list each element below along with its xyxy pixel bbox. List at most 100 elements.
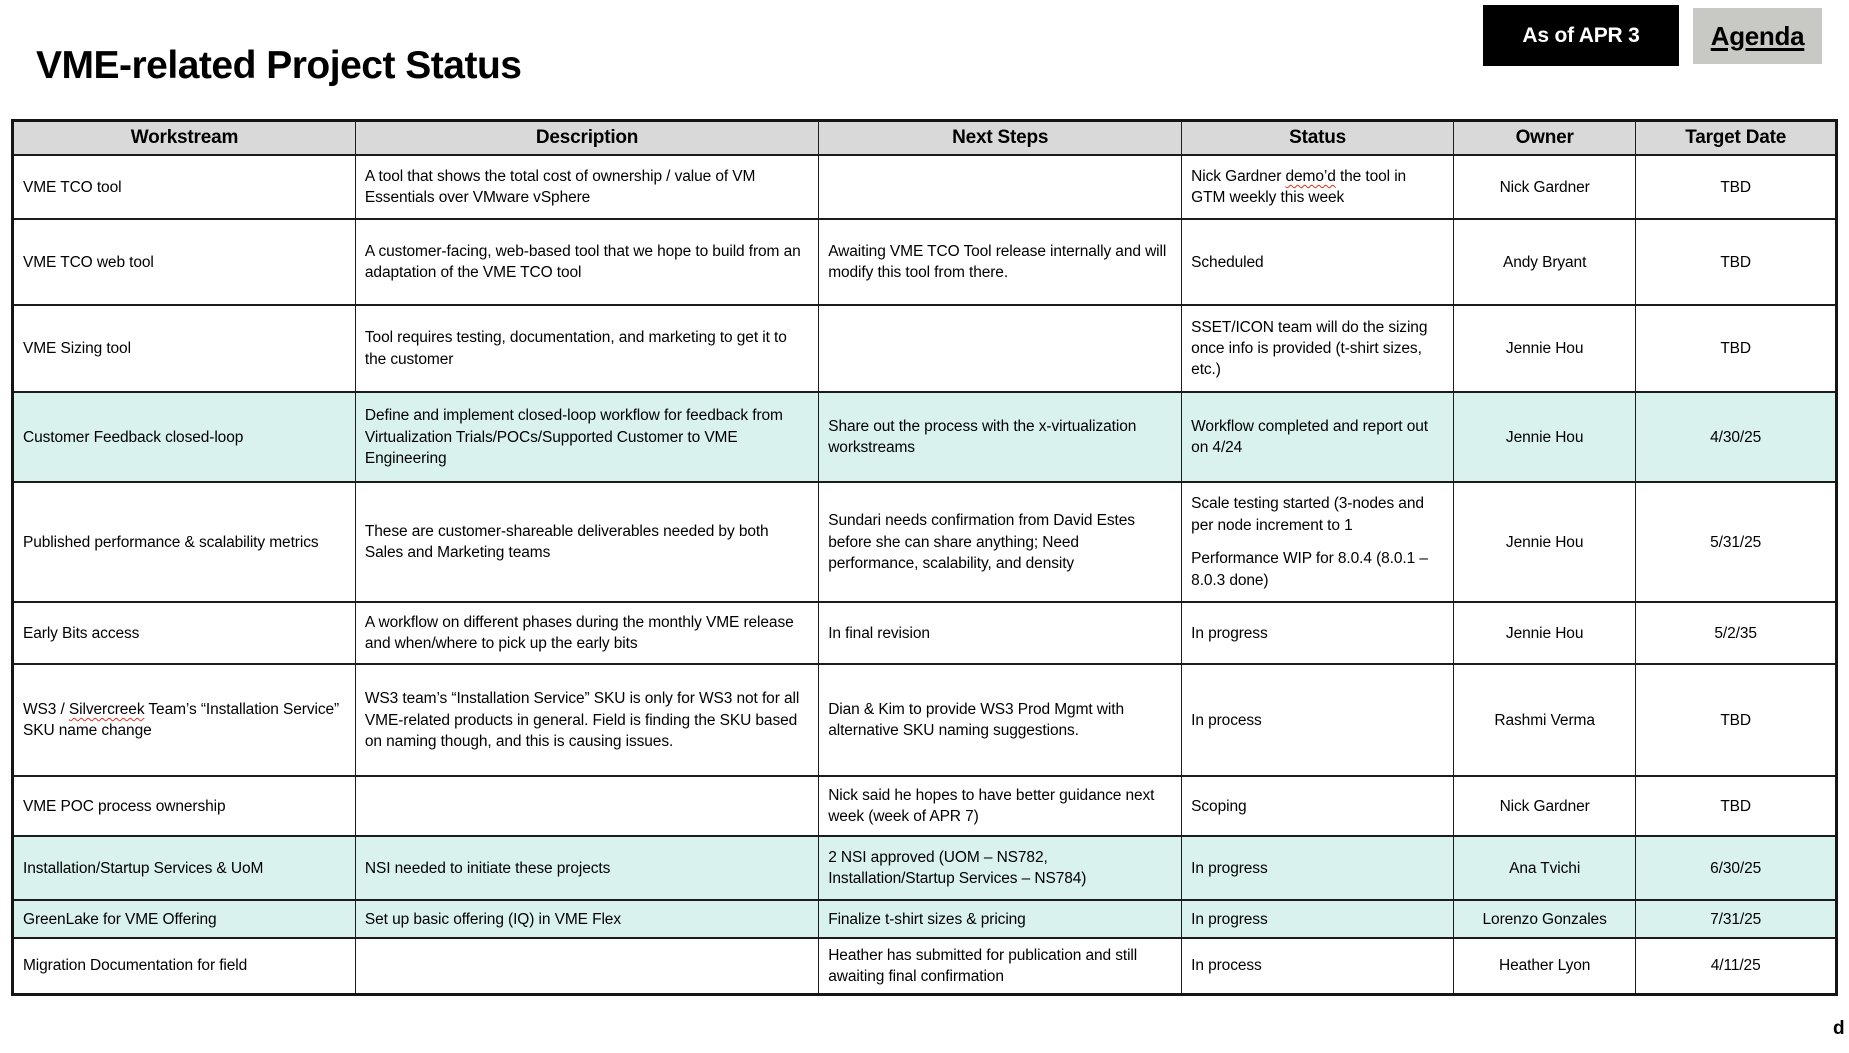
cell-description: A workflow on different phases during th… (354, 601, 820, 666)
cell-status: In progress (1181, 835, 1454, 902)
cell-owner: Heather Lyon (1452, 937, 1637, 996)
cell-description (354, 937, 820, 996)
cell-owner: Lorenzo Gonzales (1452, 899, 1637, 940)
page-title: VME-related Project Status (36, 44, 522, 87)
cell-status: In process (1181, 937, 1454, 996)
cell-description: Set up basic offering (IQ) in VME Flex (354, 899, 820, 940)
workstream-text: WS3 / (23, 700, 69, 718)
cell-owner: Nick Gardner (1452, 775, 1637, 838)
cell-workstream: VME TCO tool (12, 154, 356, 221)
cell-target-date: 6/30/25 (1635, 835, 1837, 902)
cell-description: Tool requires testing, documentation, an… (354, 304, 820, 394)
cell-status: Scoping (1181, 775, 1454, 838)
project-status-table: Workstream Description Next Steps Status… (11, 119, 1838, 996)
cell-owner: Jennie Hou (1452, 481, 1637, 604)
cell-workstream: GreenLake for VME Offering (12, 899, 356, 940)
cell-next-steps (818, 304, 1183, 394)
cell-target-date: TBD (1635, 663, 1837, 778)
cell-target-date: 4/11/25 (1635, 937, 1837, 996)
table-row: Early Bits access A workflow on differen… (12, 601, 1837, 666)
cell-description: NSI needed to initiate these projects (354, 835, 820, 902)
agenda-button[interactable]: Agenda (1693, 8, 1822, 64)
spellcheck-word: Silvercreek (68, 700, 145, 718)
cell-next-steps: Dian & Kim to provide WS3 Prod Mgmt with… (818, 663, 1183, 778)
column-header-workstream: Workstream (12, 119, 356, 157)
cell-target-date: 7/31/25 (1635, 899, 1837, 940)
column-header-next-steps: Next Steps (818, 119, 1183, 157)
as-of-date-label: As of APR 3 (1522, 23, 1640, 47)
cell-owner: Nick Gardner (1452, 154, 1637, 221)
workstream-text: Team’s “Installation Service” SKU name c… (23, 700, 340, 740)
cell-status: In process (1181, 663, 1454, 778)
cell-next-steps: Heather has submitted for publication an… (818, 937, 1183, 996)
cell-description: A tool that shows the total cost of owne… (354, 154, 820, 221)
cell-target-date: TBD (1635, 775, 1837, 838)
status-text: the tool in GTM weekly this week (1191, 167, 1407, 207)
cell-target-date: TBD (1635, 154, 1837, 221)
cell-status: Scale testing started (3-nodes and per n… (1181, 481, 1454, 604)
cell-next-steps: Nick said he hopes to have better guidan… (818, 775, 1183, 838)
cell-next-steps: Share out the process with the x-virtual… (818, 391, 1183, 484)
cell-next-steps: Awaiting VME TCO Tool release internally… (818, 218, 1183, 307)
cell-workstream: WS3 / Silvercreek Team’s “Installation S… (12, 663, 356, 778)
cell-description: A customer-facing, web-based tool that w… (354, 218, 820, 307)
cell-description (354, 775, 820, 838)
cell-workstream: Installation/Startup Services & UoM (12, 835, 356, 902)
status-paragraph: Scale testing started (3-nodes and per n… (1191, 495, 1424, 534)
cell-description: These are customer-shareable deliverable… (354, 481, 820, 604)
cell-status: Workflow completed and report out on 4/2… (1181, 391, 1454, 484)
cell-target-date: 5/2/35 (1635, 601, 1837, 666)
cell-target-date: TBD (1635, 218, 1837, 307)
cell-next-steps: Sundari needs confirmation from David Es… (818, 481, 1183, 604)
cell-next-steps: Finalize t-shirt sizes & pricing (818, 899, 1183, 940)
cell-status: Nick Gardner demo’d the tool in GTM week… (1181, 154, 1454, 221)
cell-status: In progress (1181, 899, 1454, 940)
cell-owner: Rashmi Verma (1452, 663, 1637, 778)
table-row-highlighted: Installation/Startup Services & UoM NSI … (12, 835, 1837, 902)
status-text: Nick Gardner (1191, 167, 1286, 185)
agenda-button-label: Agenda (1710, 20, 1805, 51)
cell-next-steps: 2 NSI approved (UOM – NS782, Installatio… (818, 835, 1183, 902)
as-of-date-badge: As of APR 3 (1483, 5, 1679, 66)
table-row: WS3 / Silvercreek Team’s “Installation S… (12, 663, 1837, 778)
cell-next-steps: In final revision (818, 601, 1183, 666)
column-header-status: Status (1181, 119, 1454, 157)
status-paragraph: Performance WIP for 8.0.4 (8.0.1 – 8.0.3… (1191, 550, 1428, 589)
cell-owner: Jennie Hou (1452, 601, 1637, 666)
cell-owner: Jennie Hou (1452, 304, 1637, 394)
table-row: VME Sizing tool Tool requires testing, d… (12, 304, 1837, 394)
spellcheck-word: demo’d (1285, 167, 1336, 185)
cell-description: WS3 team’s “Installation Service” SKU is… (354, 663, 820, 778)
stray-text: d (1833, 1018, 1845, 1039)
cell-status: SSET/ICON team will do the sizing once i… (1181, 304, 1454, 394)
cell-workstream: VME POC process ownership (12, 775, 356, 838)
cell-target-date: 5/31/25 (1635, 481, 1837, 604)
column-header-owner: Owner (1452, 119, 1637, 157)
cell-workstream: VME Sizing tool (12, 304, 356, 394)
column-header-description: Description (354, 119, 820, 157)
cell-status: Scheduled (1181, 218, 1454, 307)
cell-workstream: Early Bits access (12, 601, 356, 666)
cell-workstream: Customer Feedback closed-loop (12, 391, 356, 484)
cell-target-date: 4/30/25 (1635, 391, 1837, 484)
table-row: VME POC process ownership Nick said he h… (12, 775, 1837, 838)
table-row: Migration Documentation for field Heathe… (12, 937, 1837, 996)
cell-status: In progress (1181, 601, 1454, 666)
table-header-row: Workstream Description Next Steps Status… (12, 119, 1837, 157)
table-row-highlighted: Customer Feedback closed-loop Define and… (12, 391, 1837, 484)
cell-owner: Andy Bryant (1452, 218, 1637, 307)
table-row-highlighted: GreenLake for VME Offering Set up basic … (12, 899, 1837, 940)
column-header-target-date: Target Date (1635, 119, 1837, 157)
table-row: Published performance & scalability metr… (12, 481, 1837, 604)
cell-workstream: Published performance & scalability metr… (12, 481, 356, 604)
table-row: VME TCO web tool A customer-facing, web-… (12, 218, 1837, 307)
cell-target-date: TBD (1635, 304, 1837, 394)
cell-next-steps (818, 154, 1183, 221)
cell-owner: Jennie Hou (1452, 391, 1637, 484)
table-row: VME TCO tool A tool that shows the total… (12, 154, 1837, 221)
cell-description: Define and implement closed-loop workflo… (354, 391, 820, 484)
cell-owner: Ana Tvichi (1452, 835, 1637, 902)
cell-workstream: Migration Documentation for field (12, 937, 356, 996)
cell-workstream: VME TCO web tool (12, 218, 356, 307)
